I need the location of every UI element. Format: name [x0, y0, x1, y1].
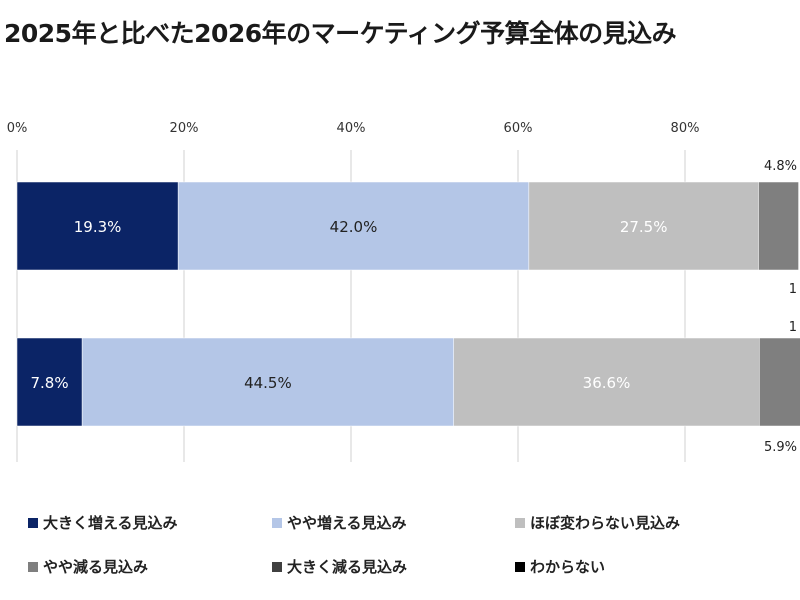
x-tick-label: 40%	[337, 121, 366, 136]
bar-segment	[758, 181, 799, 271]
data-label: 1	[789, 320, 797, 335]
data-label: 42.0%	[330, 218, 378, 236]
data-label: 5.9%	[764, 440, 797, 455]
data-label: 19.3%	[74, 218, 122, 236]
bar-segment	[528, 181, 759, 271]
data-label: 27.5%	[620, 218, 668, 236]
bar-segment	[81, 337, 454, 427]
x-tick-label: 20%	[170, 121, 199, 136]
x-tick-label: 0%	[7, 121, 28, 136]
data-label: 4.8%	[764, 159, 797, 174]
data-label: 36.6%	[583, 374, 631, 392]
bar-segment	[453, 337, 760, 427]
data-label: 1	[789, 282, 797, 297]
bar-segment	[16, 181, 179, 271]
x-tick-label: 60%	[504, 121, 533, 136]
chart-title: 2025年と比べた2026年のマーケティング予算全体の見込み	[4, 19, 677, 48]
bar-segment	[759, 337, 800, 427]
x-tick-label: 80%	[671, 121, 700, 136]
data-label: 44.5%	[244, 374, 292, 392]
data-label: 7.8%	[31, 374, 69, 392]
bar-segment	[177, 181, 530, 271]
